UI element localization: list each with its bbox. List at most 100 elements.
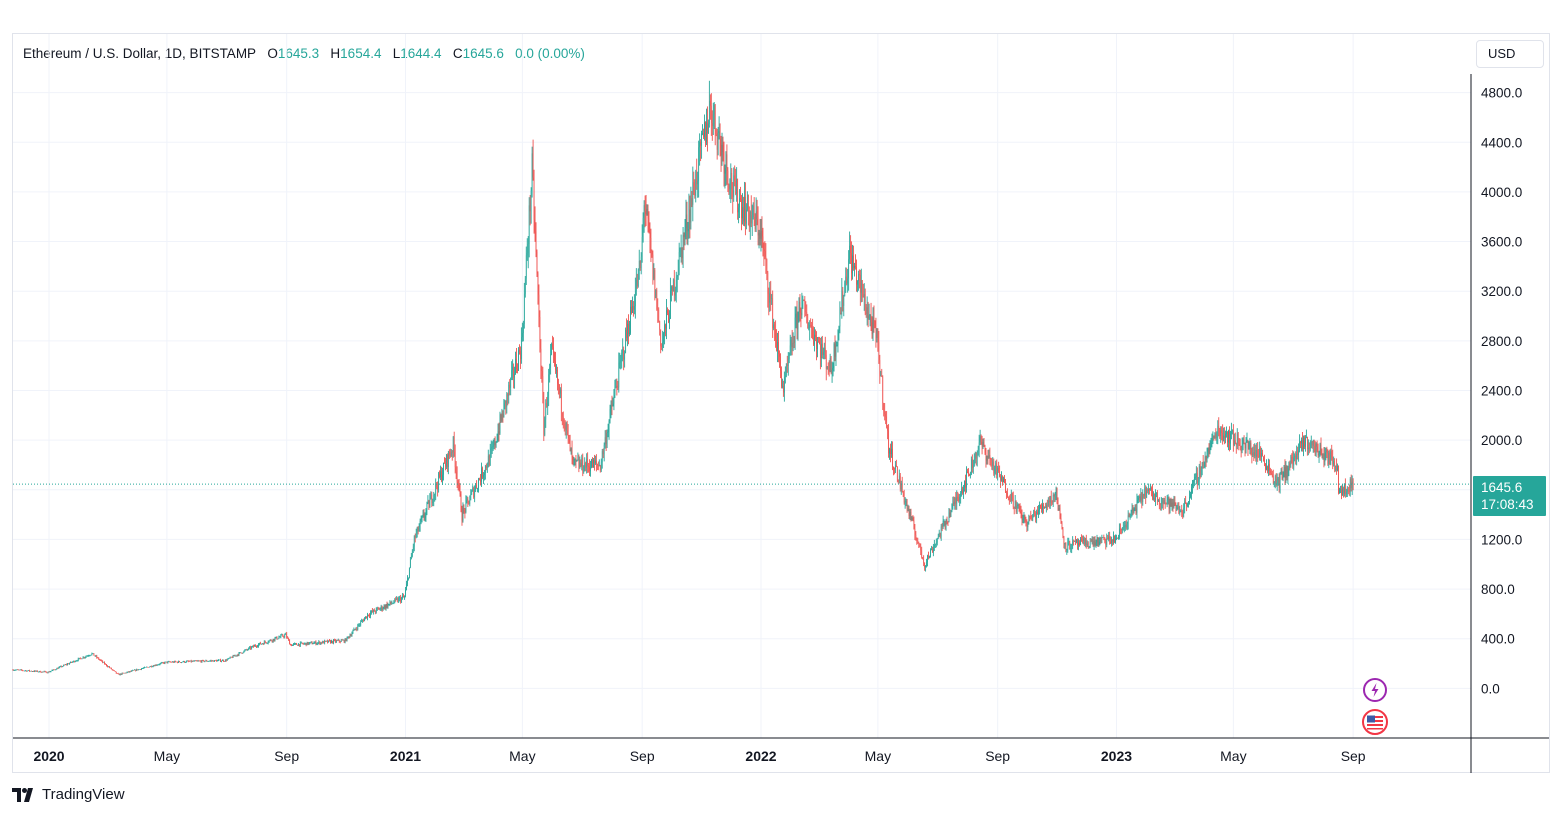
candle-body xyxy=(962,488,963,494)
candle-body xyxy=(742,207,743,219)
candle-body xyxy=(898,475,900,481)
candle-body xyxy=(656,289,658,309)
candle-body xyxy=(1008,497,1009,499)
candle-body xyxy=(989,455,991,460)
tradingview-branding[interactable]: TradingView xyxy=(12,786,125,803)
candle-body xyxy=(488,455,490,465)
candle-body xyxy=(1204,456,1206,467)
candle-body xyxy=(185,662,186,663)
candle-body xyxy=(529,205,531,212)
price-axis[interactable]: 0.0400.0800.01200.01600.02000.02400.0280… xyxy=(1481,86,1522,697)
candle-body xyxy=(1259,448,1260,457)
candle-body xyxy=(481,468,482,482)
candle-body xyxy=(454,451,456,468)
candle-body xyxy=(545,402,547,420)
candle-body xyxy=(568,435,570,439)
candle-body xyxy=(368,614,369,616)
candle-body xyxy=(1145,487,1147,498)
candle-body xyxy=(218,660,219,661)
candle-body xyxy=(691,198,693,205)
candle-body xyxy=(59,666,61,668)
time-axis[interactable]: 2020 May Sep 2021 May Sep 2022 May Sep 2023 May Sep xyxy=(33,748,1365,764)
candle-body xyxy=(392,603,394,604)
candle-body xyxy=(1303,437,1304,449)
candle-body xyxy=(23,670,25,672)
candle-body xyxy=(803,299,805,301)
candle-body xyxy=(1270,472,1272,475)
candle-body xyxy=(627,323,628,338)
candle-body xyxy=(624,352,625,360)
candle-body xyxy=(170,662,172,663)
candle-body xyxy=(830,357,832,373)
candle-body xyxy=(1293,457,1295,466)
candle-body xyxy=(438,473,439,490)
candle-body xyxy=(859,275,861,293)
candle-body xyxy=(1063,536,1065,545)
candle-body xyxy=(113,670,115,672)
candle-body xyxy=(723,152,725,174)
candle-body xyxy=(302,643,304,645)
candle-body xyxy=(987,456,989,458)
candle-body xyxy=(1050,496,1052,503)
candle-body xyxy=(37,670,38,672)
candle-body xyxy=(805,311,807,313)
candle-body xyxy=(534,219,536,232)
lightning-event-icon[interactable] xyxy=(1363,678,1387,702)
candle-body xyxy=(1000,476,1001,481)
candle-body xyxy=(540,348,542,371)
candle-body xyxy=(657,308,659,311)
candle-body xyxy=(173,661,175,663)
us-flag-event-icon[interactable] xyxy=(1362,709,1388,735)
candle-body xyxy=(571,448,573,457)
candle-body xyxy=(1242,439,1244,446)
candle-body xyxy=(193,660,195,662)
candle-body xyxy=(1302,439,1303,449)
candle-body xyxy=(36,670,37,672)
candle-body xyxy=(235,655,237,657)
candle-body xyxy=(899,475,901,490)
candle-body xyxy=(559,384,560,394)
candle-body xyxy=(493,439,495,447)
candle-body xyxy=(1168,497,1170,509)
candle-body xyxy=(1170,498,1172,507)
candle-body xyxy=(149,666,151,667)
candle-body xyxy=(156,664,158,666)
symbol-title[interactable]: Ethereum / U.S. Dollar, 1D, BITSTAMP xyxy=(23,46,257,61)
candle-body xyxy=(236,654,238,656)
candle-body xyxy=(734,175,736,182)
candle-body xyxy=(913,520,915,529)
candle-body xyxy=(1239,443,1241,450)
candle-body xyxy=(431,494,433,504)
candle-body xyxy=(1053,495,1055,497)
candle-body xyxy=(814,334,815,345)
candle-body xyxy=(920,543,922,551)
candle-body xyxy=(73,660,74,662)
candle-body xyxy=(434,493,436,495)
candle-body xyxy=(1229,431,1230,444)
candle-body xyxy=(227,658,229,660)
candle-body xyxy=(659,321,661,330)
candle-body xyxy=(584,463,586,471)
candle-body xyxy=(355,628,357,630)
grid-lines xyxy=(13,34,1471,738)
candle-body xyxy=(461,511,463,521)
candle-body xyxy=(672,286,673,292)
currency-button[interactable]: USD xyxy=(1476,40,1544,68)
candle-body xyxy=(881,375,883,377)
candle-body xyxy=(473,488,475,498)
candle-body xyxy=(971,459,973,468)
candle-body xyxy=(778,342,779,354)
candle-body xyxy=(1216,437,1218,439)
candle-body xyxy=(714,104,716,131)
candle-body xyxy=(1257,450,1259,457)
candle-body xyxy=(114,671,116,672)
candle-body xyxy=(758,232,760,236)
candle-body xyxy=(499,414,501,434)
candle-body xyxy=(371,610,372,613)
candle-body xyxy=(1193,481,1194,483)
candle-body xyxy=(205,660,207,662)
candle-body xyxy=(765,256,767,260)
candle-body xyxy=(625,329,626,353)
candle-body xyxy=(259,642,260,645)
